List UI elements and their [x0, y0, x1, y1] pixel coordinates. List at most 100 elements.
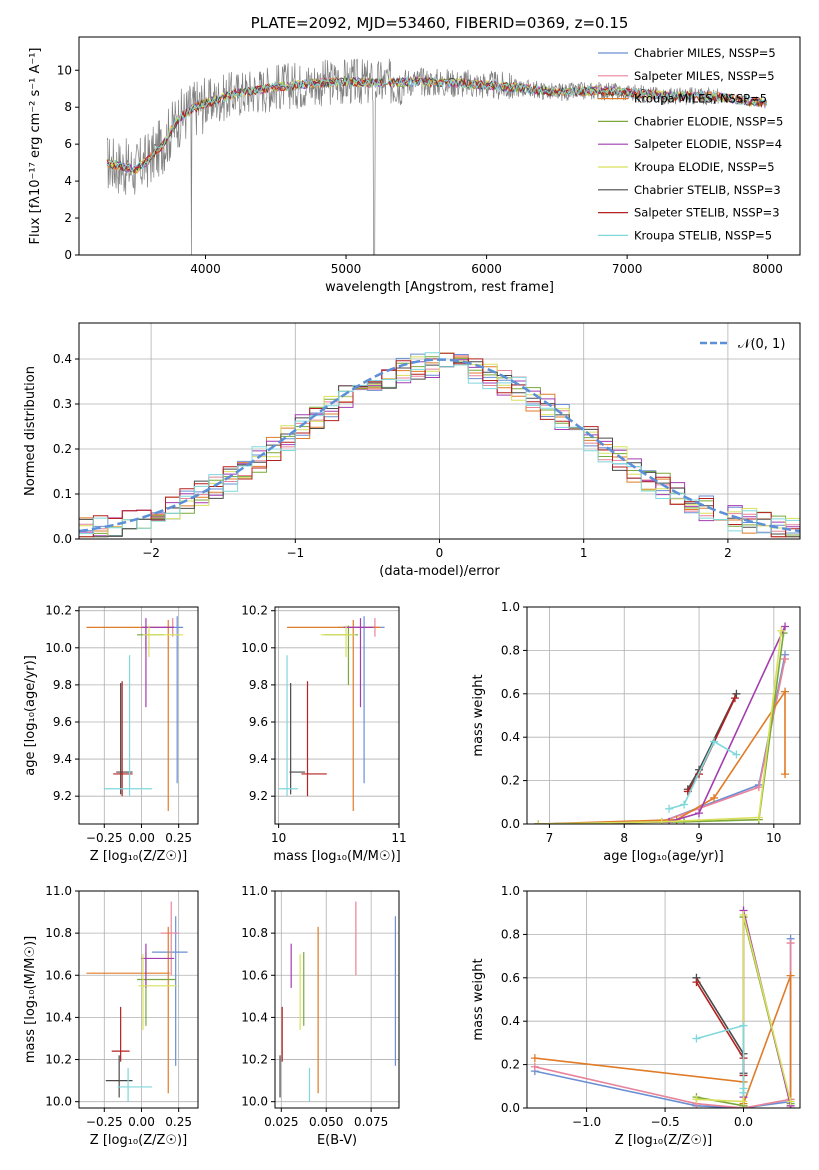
errorbar-point-0	[151, 916, 188, 1066]
legend: Chabrier MILES, NSSP=5 Salpeter MILES, NS…	[598, 46, 783, 242]
y-tick-label: 0.6	[501, 687, 520, 701]
errorbar-point-2	[86, 926, 170, 1094]
weight-line-0	[538, 654, 786, 824]
x-axis-label: mass [log₁₀(M/M☉)]	[273, 849, 400, 864]
legend-entry: 𝒩(0, 1)	[738, 337, 785, 352]
x-axis-label: wavelength [Angstrom, rest frame]	[325, 280, 554, 295]
y-tick-label: 0.0	[53, 532, 72, 546]
weight-marker	[781, 770, 790, 779]
x-axis-label: Z [log₁₀(Z/Z☉)]	[615, 1133, 712, 1148]
errorbar-point-5	[320, 625, 356, 658]
weight-marker	[786, 971, 795, 980]
x-tick-label: 10	[766, 831, 781, 845]
errorbar-point-2	[86, 619, 172, 812]
y-tick-label: 10.4	[45, 1010, 72, 1024]
errorbar-point-3	[137, 625, 164, 650]
weight-marker	[781, 655, 790, 664]
y-tick-label: 9.8	[53, 678, 72, 692]
errorbar-point-8	[117, 1067, 152, 1102]
weight-marker	[739, 1097, 748, 1106]
y-tick-label: 10.8	[241, 926, 268, 940]
x-tick-label: 8000	[752, 262, 783, 276]
axes-frame	[274, 606, 400, 825]
x-tick-label: 5000	[331, 262, 362, 276]
y-tick-label: 10.2	[241, 1053, 268, 1067]
weight-marker	[534, 820, 543, 824]
x-tick-label: 11	[391, 831, 406, 845]
x-tick-label: 10	[271, 831, 286, 845]
y-tick-label: 10	[57, 63, 72, 77]
y-tick-label: 10.4	[241, 1010, 268, 1024]
x-tick-label: 0.00	[128, 1115, 155, 1129]
y-tick-label: 9.2	[53, 789, 72, 803]
weight-marker	[777, 626, 786, 635]
y-tick-label: 0.1	[53, 487, 72, 501]
x-tick-label: 6000	[471, 262, 502, 276]
legend-entry-1: Salpeter MILES, NSSP=5	[634, 69, 775, 83]
errorbar-point-8	[104, 655, 152, 797]
weight-marker	[786, 1097, 795, 1106]
y-axis-label: mass weight	[471, 958, 486, 1040]
y-tick-label: 1.0	[501, 600, 520, 614]
y-tick-label: 10.2	[241, 604, 268, 618]
weight-line-3	[538, 632, 785, 824]
weight-marker	[680, 800, 689, 809]
errorbar-point-0	[162, 616, 184, 784]
legend-entry-6: Chabrier STELIB, NSSP=3	[634, 183, 781, 197]
axes-frame	[274, 890, 400, 1109]
model-spectrum-8	[106, 75, 768, 173]
y-tick-label: 9.8	[249, 678, 268, 692]
y-tick-label: 10.2	[45, 1053, 72, 1067]
x-tick-label: 7	[546, 831, 554, 845]
weight-marker	[530, 1062, 539, 1071]
x-axis-label: Z [log₁₀(Z/Z☉)]	[90, 849, 187, 864]
y-tick-label: 10.6	[45, 968, 72, 982]
y-tick-label: 0.4	[501, 1014, 520, 1028]
weight-line-0	[534, 938, 792, 1108]
y-tick-label: 11.0	[241, 884, 268, 898]
y-axis-label: Normed distribution	[23, 366, 38, 496]
y-tick-label: 0.0	[501, 817, 520, 831]
x-axis-label: age [log₁₀(age/yr)]	[603, 849, 724, 864]
y-tick-label: 0	[64, 248, 72, 262]
weight-marker	[732, 689, 741, 698]
weight-marker	[709, 793, 718, 802]
weight-marker	[695, 809, 704, 818]
y-tick-label: 10.0	[241, 1095, 268, 1109]
y-tick-label: 9.6	[249, 715, 268, 729]
weight-marker	[781, 622, 790, 631]
plot-area	[530, 906, 795, 1108]
legend-entry-0: Chabrier MILES, NSSP=5	[634, 46, 776, 60]
weight-line-1	[534, 943, 792, 1108]
panel-residuals: −2 −1 0 1 2 0.0 0.1 0.2 0.3 0.4 𝒩(0, 1) (data-model…	[23, 322, 801, 579]
weight-line-2	[534, 975, 792, 1108]
axes-frame	[78, 322, 801, 540]
legend-entry-3: Chabrier ELODIE, NSSP=5	[634, 114, 783, 128]
weight-marker	[530, 1054, 539, 1063]
chart-title: PLATE=2092, MJD=53460, FIBERID=0369, z=0…	[251, 14, 629, 32]
y-tick-label: 0.0	[501, 1101, 520, 1115]
x-tick-label: 0.25	[165, 831, 192, 845]
x-tick-label: −2	[142, 546, 160, 560]
weight-marker	[754, 783, 763, 792]
plot-area	[279, 901, 397, 1102]
weight-marker	[754, 813, 763, 822]
y-tick-label: 10.0	[45, 1095, 72, 1109]
weight-marker	[692, 1034, 701, 1043]
model-spectrum-6	[106, 76, 767, 173]
y-tick-label: 9.6	[53, 715, 72, 729]
weight-line-5	[696, 914, 792, 1103]
legend: 𝒩(0, 1)	[700, 337, 785, 352]
y-tick-label: 1.0	[501, 884, 520, 898]
x-tick-label: 9	[695, 831, 703, 845]
errorbar-point-7	[301, 681, 327, 797]
y-tick-label: 9.4	[249, 752, 268, 766]
histogram-4	[79, 359, 800, 537]
y-tick-label: 0.4	[53, 352, 72, 366]
weight-line-1	[538, 658, 786, 824]
y-tick-label: 9.2	[249, 789, 268, 803]
axes-frame	[78, 606, 199, 825]
x-tick-label: −0.25	[86, 1115, 123, 1129]
plot-area	[106, 58, 768, 255]
